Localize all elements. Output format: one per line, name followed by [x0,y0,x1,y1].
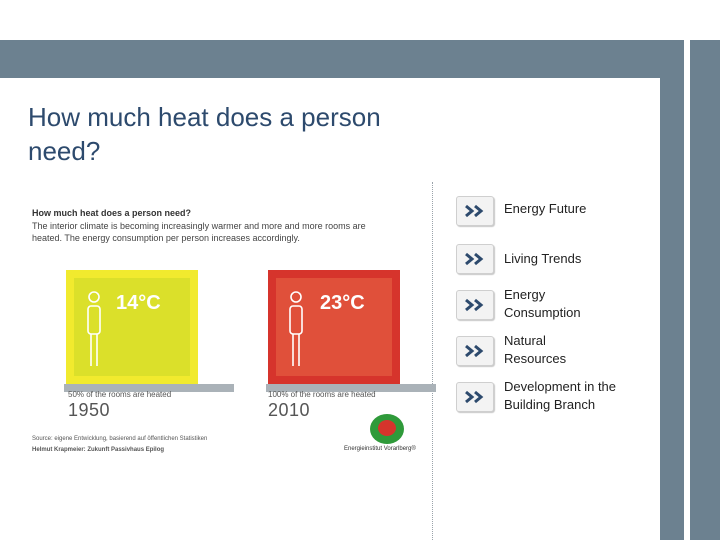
nav-label[interactable]: Energy Future [504,201,587,216]
floor-1950 [64,384,234,392]
heat-infographic: How much heat does a person need? The in… [28,200,438,462]
infographic-heading: How much heat does a person need? [32,208,192,218]
nav-label[interactable]: Energy Consumption [504,287,581,320]
person-icon [289,291,303,366]
double-chevron-right-icon[interactable] [456,336,494,366]
nav-item-energy-future[interactable]: Energy Future [456,196,586,226]
slide-title: How much heat does a person need? [28,102,381,166]
source-line-1: Source: eigene Entwicklung, basierend au… [32,436,208,442]
right-decor-bar [660,40,720,540]
double-chevron-right-icon[interactable] [456,196,494,226]
room-1950: 14°C [66,270,198,384]
nav-item-living-trends[interactable]: Living Trends [456,244,581,274]
divider-line [432,182,433,540]
room-2010-year: 2010 [268,400,311,420]
double-chevron-right-icon[interactable] [456,382,494,412]
nav-item-natural-resources[interactable]: Natural Resources [456,333,566,366]
nav-item-development-building-branch[interactable]: Development in the Building Branch [456,379,616,412]
right-decor-line [684,40,690,540]
person-icon [87,291,101,366]
infographic-text: The interior climate is becoming increas… [32,221,366,243]
source-line-2: Helmut Krapmeier: Zukunft Passivhaus Epi… [32,447,165,453]
double-chevron-right-icon[interactable] [456,244,494,274]
room-1950-caption: 50% of the rooms are heated [68,390,172,399]
nav-label[interactable]: Natural Resources [504,333,567,366]
floor-2010 [266,384,436,392]
logo-text: Energieinstitut Vorarlberg® [344,446,416,452]
header-band [0,40,720,78]
room-2010-caption: 100% of the rooms are heated [268,390,376,399]
nav-label[interactable]: Development in the Building Branch [504,379,617,412]
nav-item-energy-consumption[interactable]: Energy Consumption [456,287,581,320]
double-chevron-right-icon[interactable] [456,290,494,320]
nav-label[interactable]: Living Trends [504,251,582,266]
room-2010-temp: 23°C [320,292,365,314]
room-1950-year: 1950 [68,400,111,420]
energieinstitut-logo [370,414,404,444]
top-frame [0,0,720,40]
room-1950-temp: 14°C [116,292,161,314]
room-2010: 23°C [268,270,400,384]
